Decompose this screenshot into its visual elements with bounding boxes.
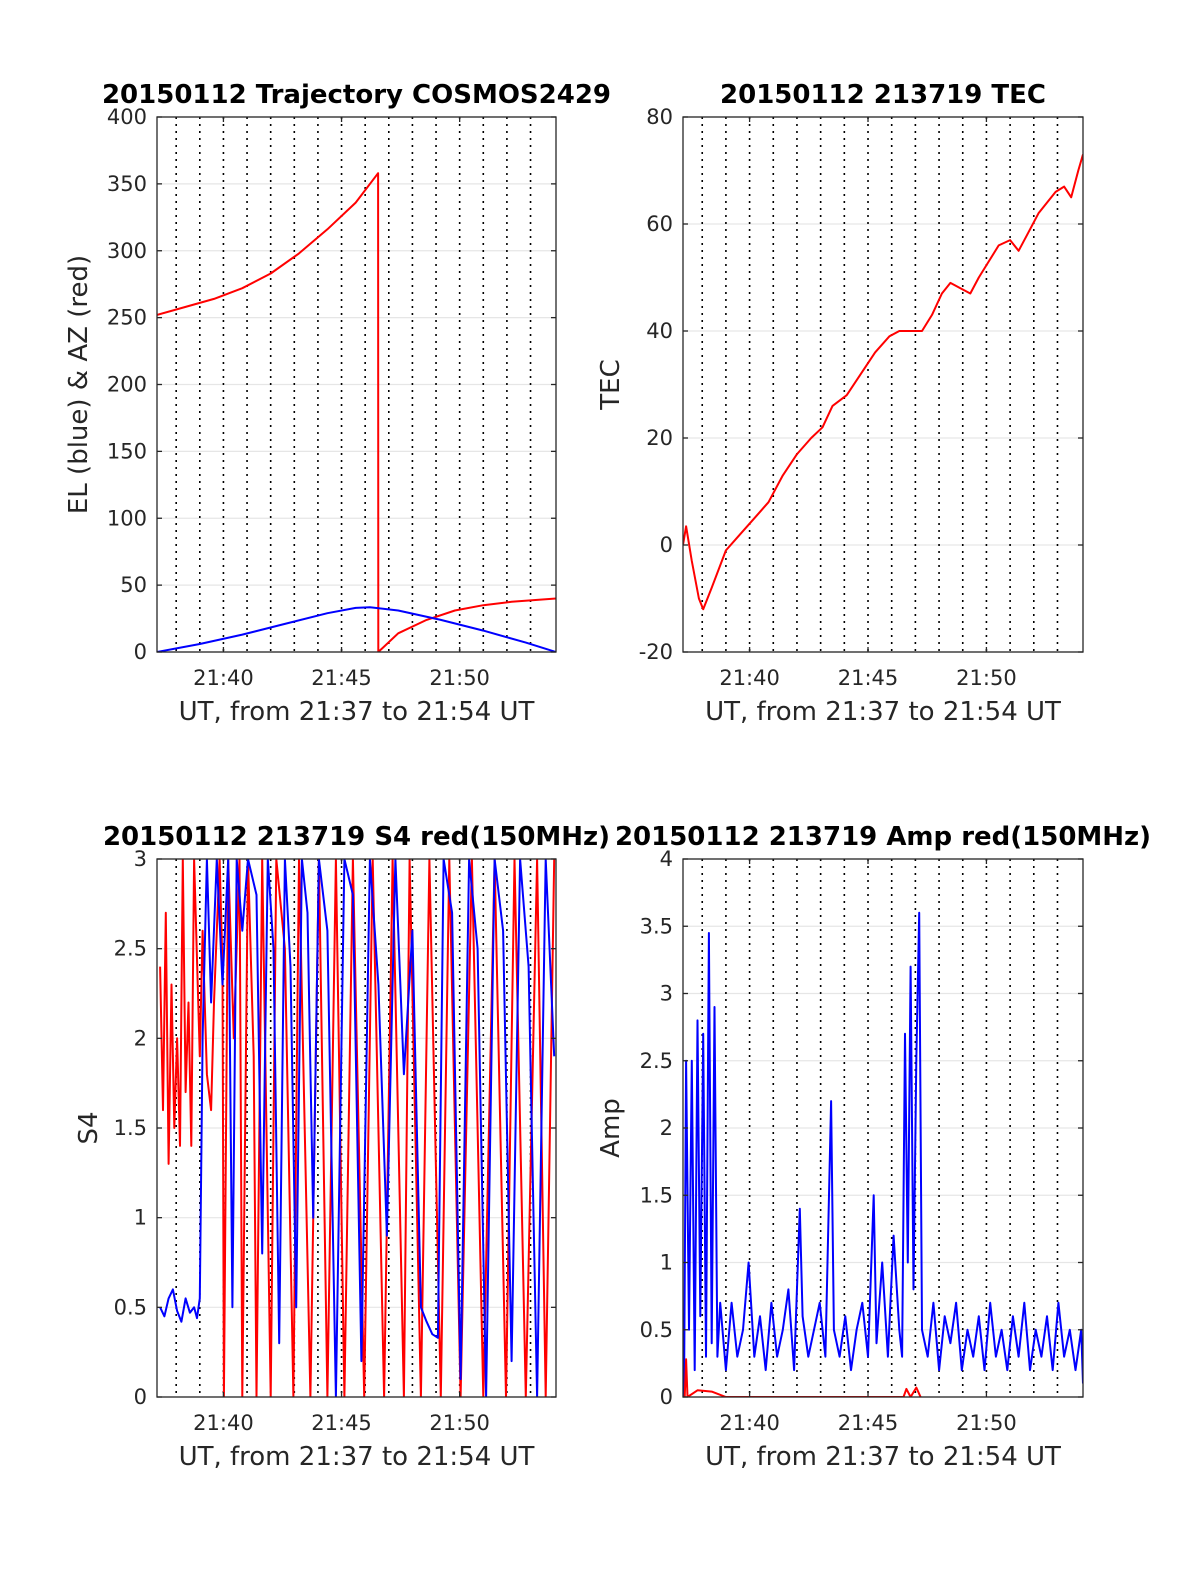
traj-ytick-label: 150	[107, 439, 147, 463]
traj-ytick-label: 100	[107, 506, 147, 530]
tec-ytick-label: 20	[646, 426, 673, 450]
amp-ytick-label: 4	[660, 847, 673, 871]
traj-series-0-line	[157, 172, 556, 652]
amp-ytick-label: 0	[660, 1385, 673, 1409]
traj-xtick-label: 21:50	[429, 666, 490, 690]
tec-ytick-label: 40	[646, 319, 673, 343]
s4-chart: 0 0.5 1 1.5 2 2.5 3 21:40 21:45 21:50 20150112 213…	[74, 822, 610, 1472]
tec-ytick-label: 0	[660, 533, 673, 557]
traj-series-1-line	[157, 606, 556, 652]
s4-ytick-label: 2	[134, 1026, 147, 1050]
tec-xtick-label: 21:40	[719, 666, 780, 690]
traj-ytick-label: 0	[134, 640, 147, 664]
traj-ylabel: EL (blue) & AZ (red)	[64, 255, 94, 514]
s4-xtick-label: 21:40	[193, 1411, 254, 1435]
tec-title: 20150112 213719 TEC	[720, 80, 1046, 110]
amp-ytick-label: 1.5	[640, 1183, 673, 1207]
traj-chart: 0 50 100 150 200 250 300 350 400 21:40 21:45 21:50 2…	[64, 80, 611, 727]
s4-ytick-label: 1	[134, 1206, 147, 1230]
traj-ytick-label: 350	[107, 172, 147, 196]
s4-ylabel: S4	[74, 1111, 104, 1144]
tec-ytick-label: 80	[646, 105, 673, 129]
amp-title: 20150112 213719 Amp red(150MHz)	[615, 822, 1151, 852]
tec-axes-frame	[682, 116, 1084, 653]
tec-ytick-label: -20	[639, 640, 673, 664]
s4-series-0-line	[159, 859, 556, 1397]
amp-ylabel: Amp	[596, 1098, 626, 1158]
s4-ytick-label: 0.5	[114, 1295, 147, 1319]
amp-ytick-label: 3.5	[640, 914, 673, 938]
tec-ytick-label: 60	[646, 212, 673, 236]
s4-series-1-line	[159, 859, 556, 1397]
traj-ytick-label: 200	[107, 373, 147, 397]
tec-chart: -20 0 20 40 60 80 21:40 21:45 21:50 20150112 2137…	[596, 80, 1084, 727]
s4-ytick-label: 1.5	[114, 1116, 147, 1140]
traj-ytick-label: 50	[120, 573, 147, 597]
tec-xlabel: UT, from 21:37 to 21:54 UT	[705, 697, 1061, 727]
amp-xtick-label: 21:45	[838, 1411, 899, 1435]
amp-series-1-line	[683, 1358, 922, 1397]
amp-ytick-label: 1	[660, 1251, 673, 1275]
traj-ytick-label: 400	[107, 105, 147, 129]
amp-chart: 0 0.5 1 1.5 2 2.5 3 3.5 4 21:40 21:45 21:50 20150112…	[596, 822, 1151, 1472]
traj-ytick-label: 300	[107, 239, 147, 263]
traj-xtick-label: 21:40	[193, 666, 254, 690]
s4-ytick-label: 2.5	[114, 937, 147, 961]
s4-ytick-label: 0	[134, 1385, 147, 1409]
s4-ytick-label: 3	[134, 847, 147, 871]
traj-xlabel: UT, from 21:37 to 21:54 UT	[179, 697, 535, 727]
amp-ytick-label: 2.5	[640, 1049, 673, 1073]
tec-series-0-line	[683, 154, 1083, 611]
traj-title: 20150112 Trajectory COSMOS2429	[102, 80, 611, 110]
amp-ytick-label: 3	[660, 982, 673, 1006]
s4-xlabel: UT, from 21:37 to 21:54 UT	[179, 1442, 535, 1472]
traj-xtick-label: 21:45	[311, 666, 372, 690]
tec-xtick-label: 21:45	[838, 666, 899, 690]
amp-xlabel: UT, from 21:37 to 21:54 UT	[705, 1442, 1061, 1472]
tec-xtick-label: 21:50	[956, 666, 1017, 690]
s4-xtick-label: 21:50	[429, 1411, 490, 1435]
amp-series-0-line	[683, 911, 1083, 1397]
amp-xtick-label: 21:50	[956, 1411, 1017, 1435]
amp-ytick-label: 2	[660, 1116, 673, 1140]
tec-ylabel: TEC	[596, 359, 626, 410]
traj-ytick-label: 250	[107, 306, 147, 330]
amp-xtick-label: 21:40	[719, 1411, 780, 1435]
s4-xtick-label: 21:45	[311, 1411, 372, 1435]
amp-ytick-label: 0.5	[640, 1318, 673, 1342]
s4-title: 20150112 213719 S4 red(150MHz)	[103, 822, 610, 852]
